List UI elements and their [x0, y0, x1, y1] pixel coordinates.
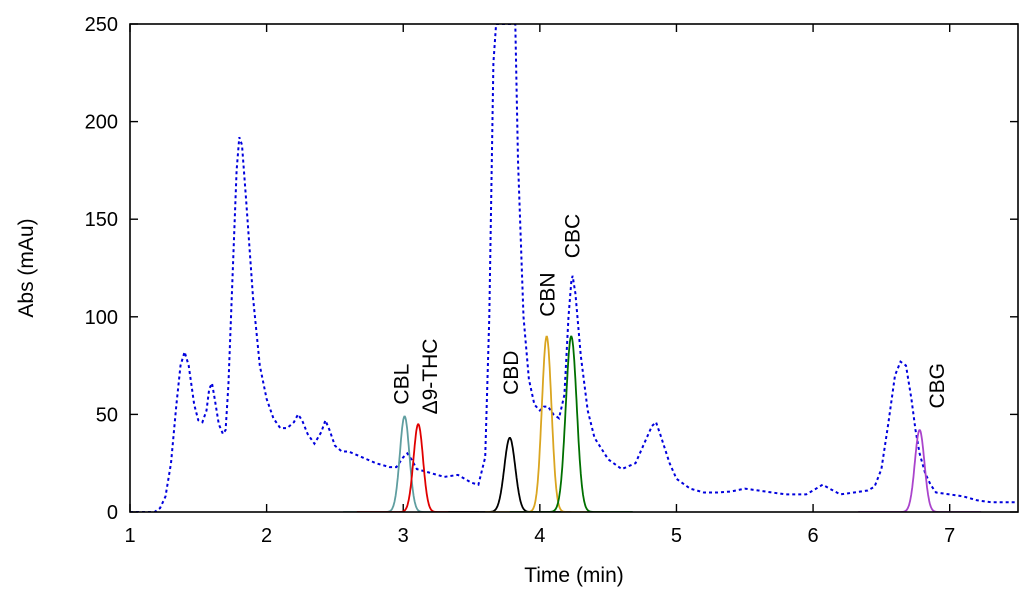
x-tick-label: 2	[261, 525, 272, 547]
peak-5-curve	[858, 429, 982, 512]
y-tick-label: 150	[85, 209, 118, 231]
peak-5-label: CBG	[926, 363, 949, 409]
peak-4-label: CBC	[561, 214, 584, 258]
y-tick-label: 250	[85, 14, 118, 36]
y-tick-label: 100	[85, 307, 118, 329]
y-axis-label: Abs (mAu)	[15, 218, 38, 317]
y-tick-label: 50	[96, 404, 118, 426]
peak-4-curve	[509, 335, 633, 512]
peak-2-curve	[448, 437, 572, 512]
peak-0-curve	[343, 415, 466, 512]
plot-frame	[129, 23, 1019, 513]
trace-layer	[130, 24, 1018, 512]
y-tick-label: 0	[107, 502, 118, 524]
x-axis-label: Time (min)	[524, 564, 624, 587]
axis-ticks: 1 2 3 4 5 6 7 0 50 100 150 200 250	[85, 14, 1018, 547]
peak-2-label: CBD	[500, 351, 523, 395]
x-tick-label: 5	[671, 525, 682, 547]
peak-0-label: CBL	[391, 364, 414, 405]
x-tick-label: 7	[944, 525, 955, 547]
y-tick-label: 200	[85, 112, 118, 134]
peak-1-label: Δ9-THC	[419, 339, 442, 415]
x-tick-label: 6	[808, 525, 819, 547]
peak-3-curve	[485, 335, 609, 512]
x-tick-label: 3	[398, 525, 409, 547]
peak-1-curve	[356, 423, 480, 512]
sample-trace	[130, 24, 1018, 512]
x-tick-label: 4	[534, 525, 545, 547]
peak-3-label: CBN	[537, 272, 560, 316]
x-tick-label: 1	[124, 525, 135, 547]
